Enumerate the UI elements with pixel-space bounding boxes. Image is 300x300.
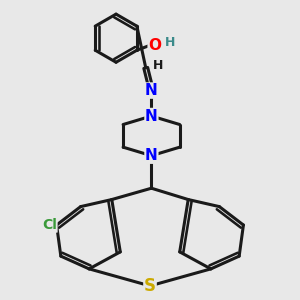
Text: Cl: Cl xyxy=(42,218,57,232)
Text: O: O xyxy=(148,38,161,53)
Text: H: H xyxy=(153,58,163,72)
Text: S: S xyxy=(144,277,156,295)
Text: N: N xyxy=(145,83,158,98)
Text: N: N xyxy=(145,148,158,163)
Text: N: N xyxy=(145,109,158,124)
Text: H: H xyxy=(165,36,176,49)
